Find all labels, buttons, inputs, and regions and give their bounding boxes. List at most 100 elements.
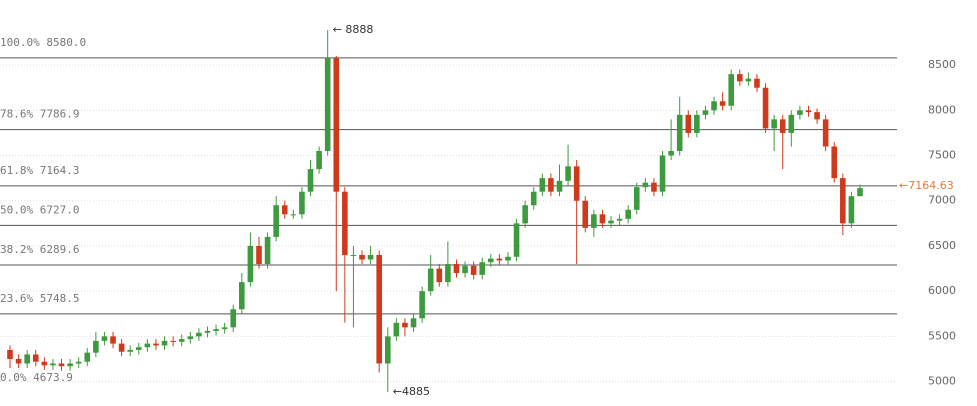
y-tick-label: 8500 [928, 58, 956, 71]
candle-body [170, 340, 176, 342]
candle-body [299, 191, 305, 215]
candle-body [651, 182, 657, 192]
candle-body [24, 354, 30, 364]
candle-body [419, 291, 425, 319]
candle-body [711, 101, 717, 111]
candle-body [67, 363, 73, 367]
last-price: ←7164.63 [899, 179, 954, 192]
fib-label: 38.2% 6289.6 [0, 243, 79, 256]
candle-body [350, 254, 357, 256]
candle-body [694, 114, 700, 133]
candle-body [58, 363, 65, 367]
candle-body [75, 361, 82, 364]
candle-body [445, 264, 451, 283]
candle-body [402, 322, 408, 328]
candle-body [771, 119, 777, 129]
candle-body [7, 349, 13, 359]
candle-body [393, 322, 400, 337]
candle-body [719, 101, 726, 106]
candle-body [307, 169, 314, 192]
candle-body [530, 191, 537, 206]
fib-label: 61.8% 7164.3 [0, 164, 79, 177]
candle-body [470, 265, 477, 275]
candle-body [479, 262, 486, 275]
candle-body [779, 119, 786, 133]
candle-body [814, 112, 820, 120]
candle-body [840, 178, 846, 224]
y-tick-label: 7000 [928, 194, 956, 207]
candle-body [548, 178, 554, 192]
candle-body [642, 182, 649, 188]
candle-body [213, 329, 219, 331]
candle-body [384, 336, 391, 364]
y-tick-label: 6000 [928, 284, 956, 297]
candle-body [702, 110, 709, 115]
candle-body [41, 361, 48, 366]
candle-body [436, 268, 443, 283]
fib-label: 78.6% 7786.9 [0, 108, 79, 121]
candle-body [762, 87, 769, 129]
candle-body [608, 220, 614, 224]
candle-body [264, 236, 271, 265]
candle-body [118, 343, 125, 352]
y-tick-label: 8000 [928, 103, 956, 116]
candle-body [556, 180, 563, 192]
candle-body [230, 309, 237, 328]
candle-body [745, 78, 752, 82]
candle-body [161, 340, 168, 346]
candle-body [273, 205, 279, 237]
candle-body [591, 214, 597, 228]
candle-body [453, 264, 460, 274]
y-tick-label: 7500 [928, 149, 956, 162]
candle-body [333, 57, 340, 192]
candle-body [582, 200, 589, 228]
fib-label: 50.0% 6727.0 [0, 203, 79, 216]
candle-body [797, 110, 803, 115]
candle-body [505, 256, 511, 261]
candle-body [788, 114, 795, 133]
candle-body [324, 57, 331, 152]
candle-body [15, 358, 22, 364]
candle-body [32, 354, 39, 362]
candle-body [685, 114, 692, 133]
candle-body [221, 327, 228, 330]
candle-body [247, 245, 254, 283]
candle-body [101, 336, 108, 341]
candle-body [153, 343, 159, 346]
fib-label: 23.6% 5748.5 [0, 292, 79, 305]
candle-body [573, 166, 580, 201]
candle-body [676, 114, 683, 152]
candle-body [857, 188, 863, 197]
candle-body [625, 209, 631, 219]
candle-body [599, 214, 606, 224]
candle-body [736, 74, 743, 82]
candle-body [110, 336, 116, 344]
candle-body [256, 245, 262, 265]
candle-body [196, 332, 202, 337]
candle-body [135, 347, 142, 350]
candle-body [659, 155, 666, 192]
candle-body [187, 336, 194, 340]
high-marker: ← 8888 [333, 23, 374, 36]
candle-body [342, 191, 348, 255]
fib-label: 100.0% 8580.0 [0, 36, 86, 49]
candle-body [84, 352, 91, 362]
candle-body [50, 363, 56, 366]
y-tick-label: 5500 [928, 329, 956, 342]
candle-body [633, 187, 640, 210]
y-tick-label: 5000 [928, 375, 956, 388]
candle-body [359, 254, 365, 260]
candle-body [367, 254, 374, 260]
candle-body [127, 349, 134, 352]
candle-body [822, 119, 829, 147]
candle-body [668, 151, 674, 156]
candle-body [805, 110, 812, 113]
candle-body [290, 214, 297, 216]
candle-body [754, 78, 760, 88]
candle-body [144, 343, 151, 348]
candle-body [316, 151, 322, 170]
candle-body [204, 330, 211, 333]
candle-body [462, 265, 468, 274]
candle-body [539, 178, 546, 192]
y-tick-label: 6500 [928, 239, 956, 252]
